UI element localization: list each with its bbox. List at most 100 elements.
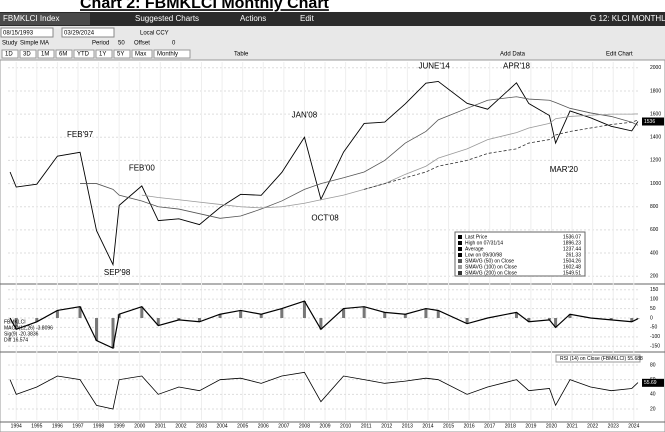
legend-label: SMAVG (100) on Close [465,264,517,270]
legend-label: High on 07/31/14 [465,240,503,246]
x-tick-label: 2016 [464,423,475,429]
y-tick-label: 200 [650,274,659,280]
y-tick-label: 800 [650,204,659,210]
annotation: OCT'08 [311,213,339,222]
x-tick-label: 1999 [114,423,125,429]
y-tick-label: 2000 [650,65,661,71]
x-tick-label: 2024 [628,423,639,429]
menu[interactable]: Suggested Charts [135,14,199,23]
legend-box [454,231,586,277]
chart-name: G 12: KLCI MONTHL [590,14,665,23]
offset[interactable]: 0 [172,41,176,47]
y-tick-label: 600 [650,227,659,233]
range-button[interactable] [95,49,113,59]
x-tick-label: 2000 [134,423,145,429]
y-tick-label: 1800 [650,88,661,94]
start-date: 08/15/1993 [3,31,34,37]
period[interactable]: 50 [118,41,125,47]
x-tick-label: 2019 [525,423,536,429]
legend-value: 1504.26 [563,258,581,264]
x-tick-label: 2017 [484,423,495,429]
y-tick-label: 150 [650,287,659,293]
menu[interactable]: Actions [240,14,266,23]
legend-swatch [458,253,462,257]
legend-value: 261.33 [566,252,582,258]
x-tick-label: 2001 [155,423,166,429]
x-tick-label: 1995 [31,423,42,429]
legend-label: Low on 09/30/98 [465,252,502,258]
y-tick-label: -50 [650,325,657,331]
currency[interactable]: Local CCY [140,31,169,37]
x-tick-label: 1998 [93,423,104,429]
x-tick-label: 2022 [587,423,598,429]
macd-legend: FBMKLCI [4,319,26,325]
x-tick-label: 2015 [443,423,454,429]
x-tick-label: 2018 [505,423,516,429]
range-label: Monthly [157,52,178,58]
series-line [364,119,639,190]
series-line [80,96,639,219]
y-tick-label: 400 [650,250,659,256]
legend-label: SMAVG (50) on Close [465,258,514,264]
toolbar [0,12,665,26]
range-button[interactable] [55,49,73,59]
legend-value: 1237.44 [563,246,581,252]
y-tick-label: 80 [650,362,656,368]
range-button[interactable] [73,49,95,59]
range-button[interactable] [37,49,55,59]
annotation: JAN'08 [292,110,318,119]
annotation: FEB'97 [67,130,94,139]
x-tick-label: 2009 [319,423,330,429]
x-tick-label: 2011 [361,423,372,429]
x-tick-label: 2013 [402,423,413,429]
macd-legend: Sig(9) -20.3836 [4,331,39,337]
table-button[interactable]: Table [234,52,249,58]
x-tick-label: 2010 [340,423,351,429]
security-field[interactable] [0,13,90,25]
y-tick-label: 1600 [650,111,661,117]
menu[interactable]: Edit [300,14,315,23]
offset-label: Offset [134,41,150,47]
date-field[interactable] [61,27,115,38]
legend-swatch [458,241,462,245]
edit-chart[interactable]: Edit Chart [606,52,633,58]
legend-value: 1896.23 [563,240,581,246]
x-tick-label: 2003 [196,423,207,429]
range-button[interactable] [131,49,153,59]
price-tag-label: 1536 [644,119,655,125]
y-tick-label: 50 [650,306,656,312]
rsi-legend: RSI (14) on Close (FBMKLCI) 55.688 [560,356,643,362]
rsi-line [9,371,639,410]
y-tick-label: 1400 [650,135,661,141]
date-field[interactable] [0,27,54,38]
y-tick-label: 1000 [650,181,661,187]
x-tick-label: 2004 [217,423,228,429]
y-tick-label: 20 [650,406,656,412]
study-type[interactable]: Simple MA [20,41,49,47]
add-data[interactable]: Add Data [500,52,526,58]
price-tag [642,117,664,126]
range-label: 3D [23,52,31,58]
annotation: APR'18 [503,62,530,71]
x-tick-label: 1996 [52,423,63,429]
rsi-tag [642,378,664,387]
y-tick-label: 100 [650,297,659,303]
range-label: Max [135,52,146,58]
range-button[interactable] [113,49,131,59]
range-button[interactable] [153,49,191,59]
x-tick-label: 2023 [608,423,619,429]
range-button[interactable] [1,49,19,59]
y-tick-label: -100 [650,334,660,340]
annotation: MAR'20 [550,165,579,174]
range-button[interactable] [19,49,37,59]
y-tick-label: -150 [650,344,660,350]
x-tick-label: 2014 [422,423,433,429]
rsi-tag-label: 55.69 [644,380,657,386]
end-date: 03/29/2024 [64,31,95,37]
range-label: 1D [5,52,13,58]
legend-swatch [458,271,462,275]
macd-line [9,300,639,349]
annotation: JUNE'14 [418,62,450,71]
range-label: 6M [59,52,67,58]
